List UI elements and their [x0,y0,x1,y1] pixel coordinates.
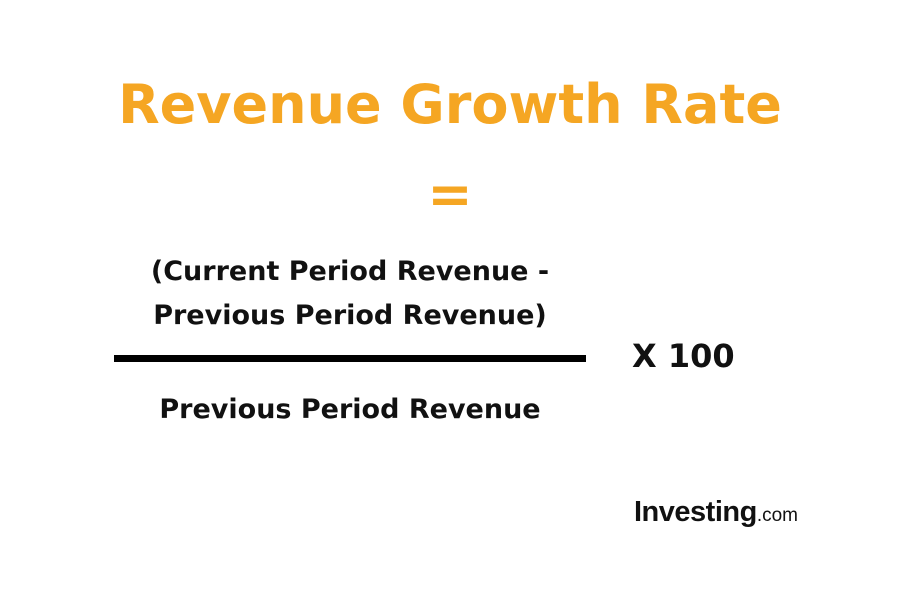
formula-numerator: (Current Period Revenue - Previous Perio… [115,250,585,338]
logo-tld: .com [756,505,798,526]
formula-title: Revenue Growth Rate [118,73,782,136]
formula-denominator: Previous Period Revenue [159,394,541,425]
numerator-line-1: (Current Period Revenue - [150,256,550,287]
logo-brand: Investing [634,496,757,528]
numerator-line-2: Previous Period Revenue) [153,300,547,331]
fraction-bar [114,355,586,362]
multiplier-label: X 100 [632,337,735,375]
investing-logo: Investing.com [634,498,824,538]
equals-sign: = [427,163,473,226]
